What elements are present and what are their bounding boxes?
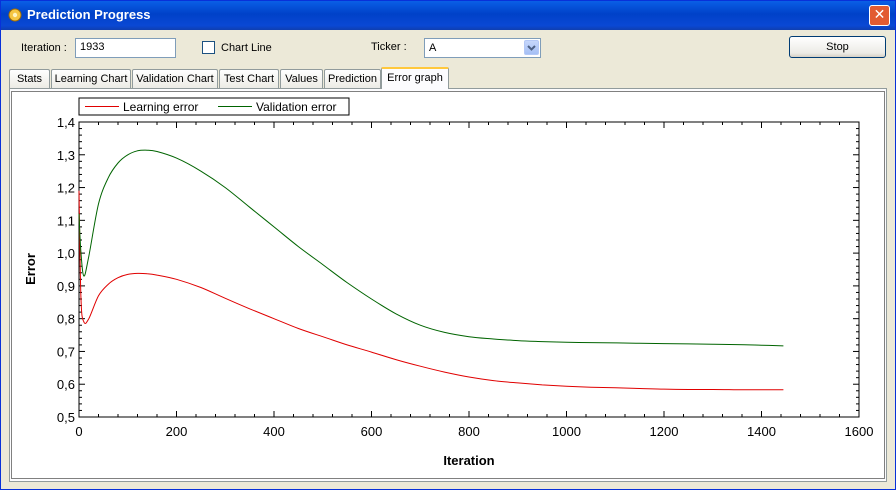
learning-error-line bbox=[78, 190, 784, 391]
title-bar[interactable]: Prediction Progress ✕ bbox=[1, 1, 895, 30]
tab-error-graph[interactable]: Error graph bbox=[381, 67, 449, 89]
chevron-down-icon bbox=[527, 45, 536, 51]
tab-prediction[interactable]: Prediction bbox=[324, 69, 381, 88]
y-tick-label: 0,8 bbox=[57, 312, 75, 327]
x-tick-label: 200 bbox=[166, 424, 188, 439]
close-button[interactable]: ✕ bbox=[869, 5, 890, 26]
x-tick-label: 1600 bbox=[845, 424, 874, 439]
dropdown-button[interactable] bbox=[524, 40, 539, 55]
iteration-field[interactable]: 1933 bbox=[75, 38, 176, 58]
chart-svg: 0 200 400 600 800 1000 1200 1400 1600 0,5 0,6 0,7 0,… bbox=[23, 97, 874, 468]
y-tick-label: 0,5 bbox=[57, 410, 75, 425]
ticker-select[interactable]: A bbox=[424, 38, 541, 58]
x-tick-label: 600 bbox=[361, 424, 383, 439]
x-tick-label: 400 bbox=[263, 424, 285, 439]
tab-learning-chart[interactable]: Learning Chart bbox=[51, 69, 131, 88]
legend-validation-error: Validation error bbox=[256, 100, 336, 114]
x-tick-label: 800 bbox=[458, 424, 480, 439]
y-tick-label: 0,9 bbox=[57, 279, 75, 294]
app-icon bbox=[8, 8, 22, 22]
x-axis-title: Iteration bbox=[443, 453, 494, 468]
y-tick-label: 1,4 bbox=[57, 115, 75, 130]
plot-frame bbox=[78, 121, 860, 418]
x-tick-label: 0 bbox=[75, 424, 82, 439]
error-graph-chart: 0 200 400 600 800 1000 1200 1400 1600 0,5 0,6 0,7 0,… bbox=[11, 91, 885, 479]
y-tick-label: 1,2 bbox=[57, 181, 75, 196]
stop-button[interactable]: Stop bbox=[789, 36, 886, 58]
chart-line-checkbox[interactable] bbox=[202, 41, 215, 54]
y-axis-title: Error bbox=[23, 253, 38, 285]
ticker-selected-value: A bbox=[429, 42, 437, 54]
y-tick-label: 0,6 bbox=[57, 377, 75, 392]
ticker-label: Ticker : bbox=[371, 41, 407, 53]
legend: Learning error Validation error bbox=[78, 97, 350, 116]
series-lines bbox=[78, 149, 784, 391]
chart-line-label: Chart Line bbox=[221, 42, 272, 54]
y-tick-label: 1,0 bbox=[57, 246, 75, 261]
x-tick-label: 1200 bbox=[650, 424, 679, 439]
window-title: Prediction Progress bbox=[27, 7, 151, 22]
x-tick-label: 1000 bbox=[552, 424, 581, 439]
legend-learning-error: Learning error bbox=[123, 100, 198, 114]
iteration-label: Iteration : bbox=[21, 42, 67, 54]
tab-stats[interactable]: Stats bbox=[9, 69, 50, 88]
validation-error-line bbox=[78, 149, 784, 347]
y-tick-label: 1,1 bbox=[57, 213, 75, 228]
axes: 0 200 400 600 800 1000 1200 1400 1600 0,5 0,6 0,7 0,… bbox=[57, 115, 874, 439]
tab-validation-chart[interactable]: Validation Chart bbox=[132, 69, 218, 88]
y-tick-label: 0,7 bbox=[57, 344, 75, 359]
x-tick-label: 1400 bbox=[747, 424, 776, 439]
tab-test-chart[interactable]: Test Chart bbox=[219, 69, 279, 88]
tab-values[interactable]: Values bbox=[280, 69, 323, 88]
legend-box bbox=[78, 97, 350, 116]
y-tick-label: 1,3 bbox=[57, 148, 75, 163]
